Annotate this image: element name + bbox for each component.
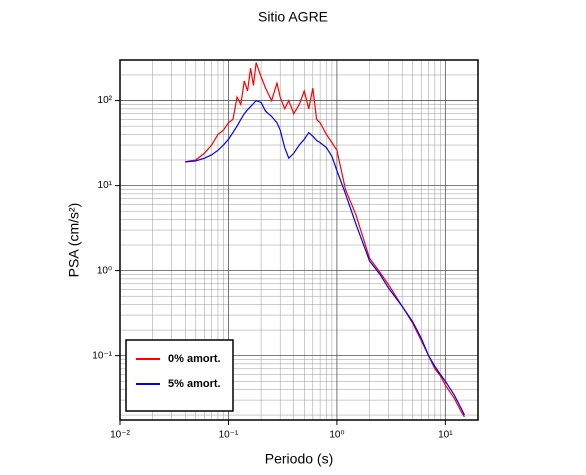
series-line	[185, 62, 465, 418]
legend-label: 0% amort.	[168, 353, 221, 365]
x-tick-label: 10¹	[438, 430, 453, 441]
x-tick-label: 10⁻¹	[219, 430, 239, 441]
series-line	[185, 99, 465, 416]
plot-frame	[119, 59, 479, 421]
y-tick-label: 10⁻¹	[92, 350, 112, 361]
x-tick-label: 10⁰	[329, 430, 344, 441]
y-tick-label: 10⁰	[97, 265, 112, 276]
x-tick-label: 10⁻²	[110, 430, 130, 441]
y-axis-label: PSA (cm/s²)	[66, 203, 82, 278]
chart-title: Sitio AGRE	[258, 9, 328, 25]
x-axis-label: Periodo (s)	[265, 451, 333, 467]
y-tick-label: 10¹	[98, 180, 113, 191]
legend-label: 5% amort.	[168, 378, 221, 390]
legend-box	[125, 339, 234, 412]
y-tick-label: 10²	[98, 95, 113, 106]
